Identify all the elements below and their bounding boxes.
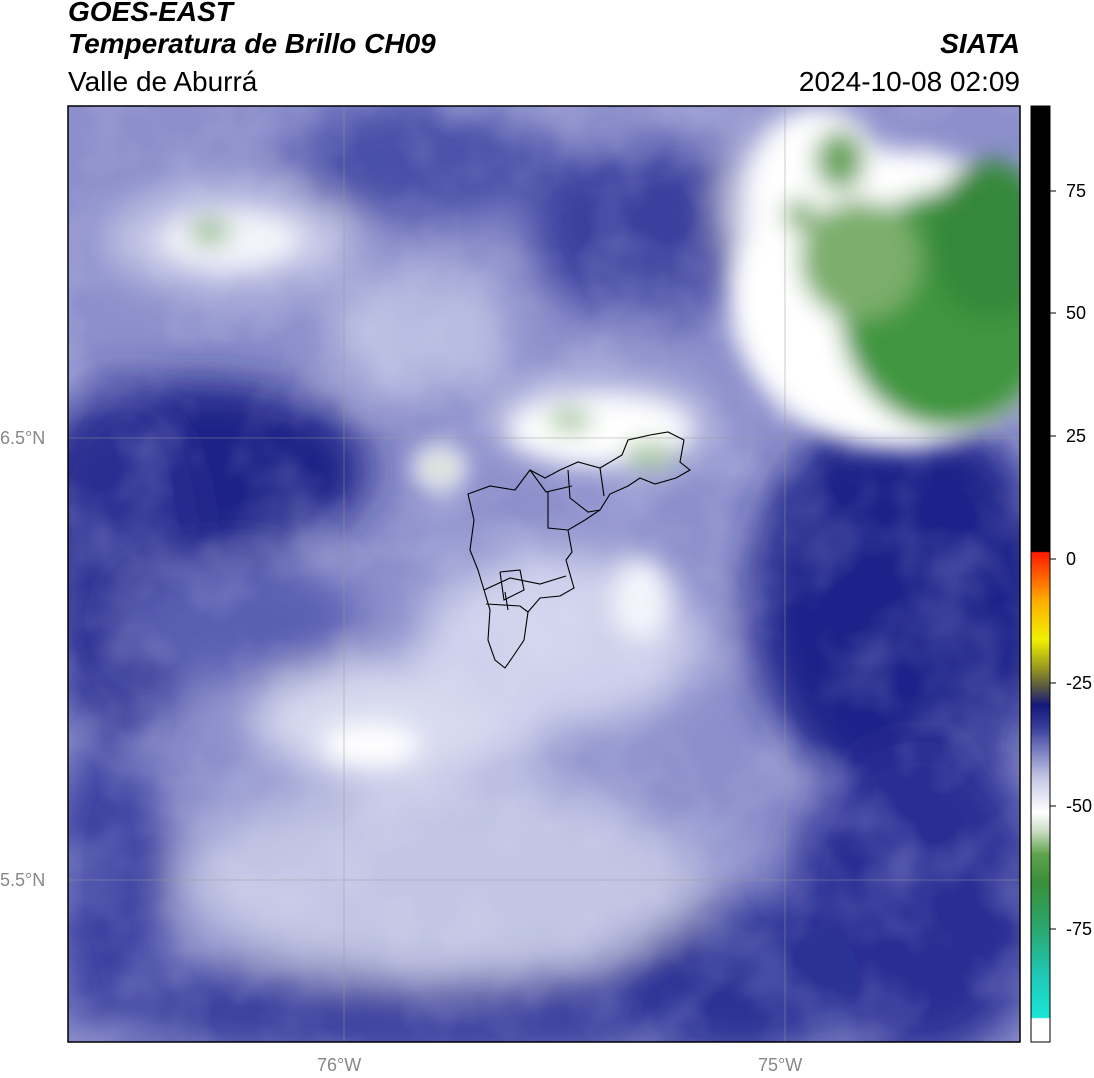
lon-label-75w: 75°W	[758, 1055, 803, 1075]
colorbar-tick-25: 25	[1066, 426, 1087, 446]
region-subtitle: Valle de Aburrá	[68, 66, 258, 97]
colorbar	[1030, 105, 1051, 1043]
colorbar-tick-minus-75: -75	[1066, 919, 1093, 939]
colorbar-tick-0: 0	[1066, 549, 1077, 569]
datetime-label: 2024-10-08 02:09	[798, 66, 1020, 97]
product-title: Temperatura de Brillo CH09	[68, 28, 436, 59]
colorbar-tick-minus-25: -25	[1066, 673, 1093, 693]
colorbar-tick-minus-50: -50	[1066, 796, 1093, 816]
colorbar-tick-75: 75	[1066, 181, 1087, 201]
lat-label-5-5n: 5.5°N	[0, 870, 46, 890]
colorbar-tick-50: 50	[1066, 303, 1087, 323]
colorbar-ticks	[1050, 190, 1056, 930]
agency-label: SIATA	[940, 28, 1020, 59]
map-frame	[67, 105, 1021, 1043]
graticule	[68, 106, 1020, 1042]
satellite-title: GOES-EAST	[68, 0, 233, 27]
lon-label-76w: 76°W	[317, 1055, 362, 1075]
lat-label-6-5n: 6.5°N	[0, 428, 46, 448]
brightness-temperature-field	[68, 106, 1020, 1042]
municipal-boundaries	[467, 431, 691, 669]
